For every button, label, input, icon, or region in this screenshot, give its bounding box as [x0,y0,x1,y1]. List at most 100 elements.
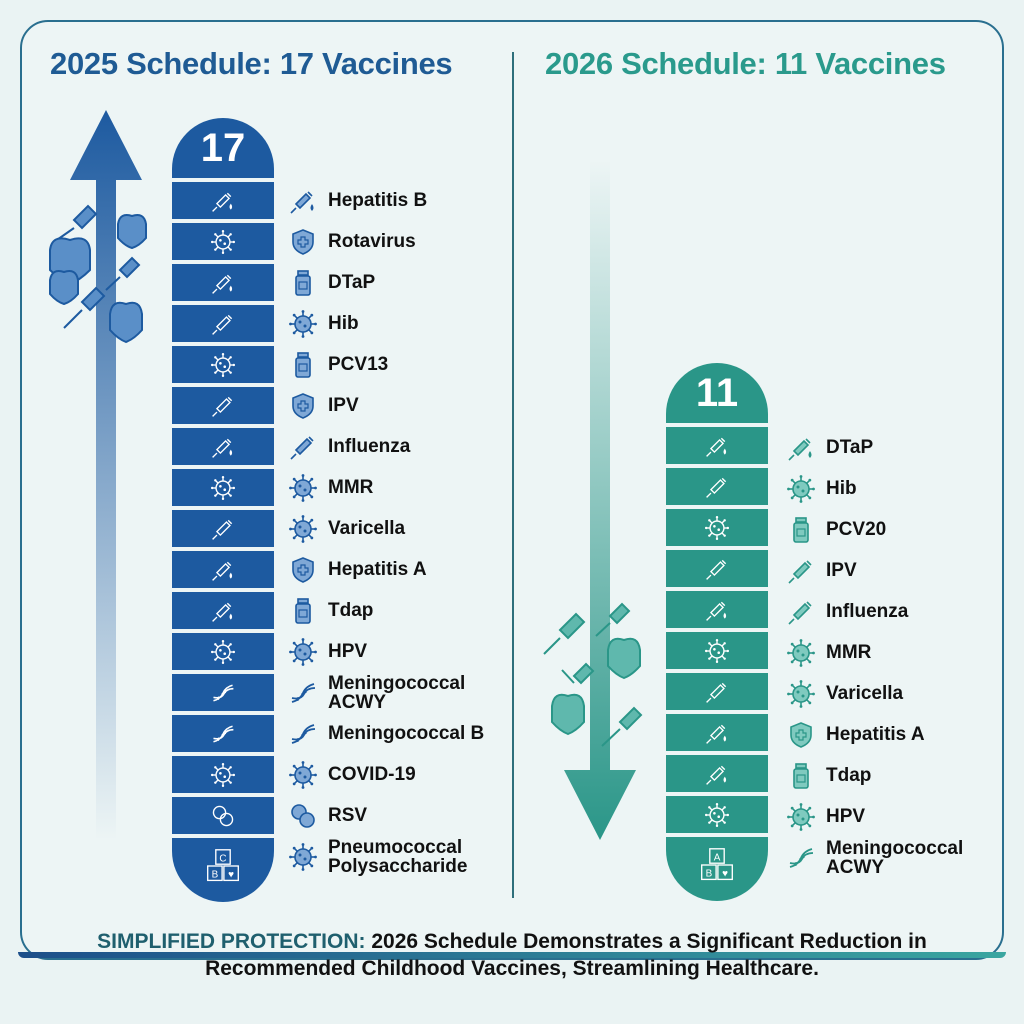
vaccine-list-item: IPV [786,550,1006,591]
vaccine-list-item: PCV13 [288,344,508,385]
pill-bottom: C B ♥ [172,838,274,902]
vaccine-list-item: Tdap [786,755,1006,796]
syringe-drop-icon [704,720,730,746]
syringe-drop-icon [210,434,236,460]
vaccine-name: Varicella [328,518,406,539]
virus-icon [288,473,318,503]
syringe-drop-icon [210,270,236,296]
vaccine-list-item: HPV [288,631,508,672]
vaccine-name: IPV [328,395,359,416]
vaccine-list-item: HPV [786,796,1006,837]
vaccine-list-item: Rotavirus [288,221,508,262]
vaccine-list-item: Hepatitis B [288,180,508,221]
syringe-icon [288,432,318,462]
shield-cross-icon [288,555,318,585]
pill-segment [172,223,274,260]
pill-segment [666,632,768,669]
vaccine-list-item: Hib [786,468,1006,509]
vaccine-name: Hepatitis A [328,559,427,580]
virus-icon [210,229,236,255]
vaccine-list-item: Influenza [288,426,508,467]
vaccine-name: PCV20 [826,519,887,540]
svg-text:♥: ♥ [228,870,234,881]
vaccine-name: DTaP [328,272,376,293]
cells-icon [210,803,236,829]
vaccine-name: Hepatitis B [328,190,428,211]
pill-segment [172,428,274,465]
syringe-shield-cluster-icon [49,204,147,344]
vaccine-list-item: DTaP [288,262,508,303]
column-divider [512,52,514,898]
syringe-icon [210,516,236,542]
vaccine-name: HPV [826,806,866,827]
vaccine-list-item: Hepatitis A [288,549,508,590]
pill-segment [172,633,274,670]
shield-cross-icon [288,227,318,257]
virus-icon [210,762,236,788]
vaccine-name: RSV [328,805,368,826]
pill-segment [172,387,274,424]
vaccine-list-item: Pneumococcal Polysaccharide [288,836,508,877]
pill-segment [666,591,768,628]
vaccine-count-pill-2025: 17 C B ♥ [172,118,274,902]
shield-cross-icon [288,391,318,421]
pill-bottom: A B ♥ [666,837,768,901]
vaccine-name: Meningococcal ACWY [328,672,466,713]
virus-icon [210,352,236,378]
vaccine-name: Rotavirus [328,231,416,252]
virus-icon [704,515,730,541]
syringe-drop-icon [210,557,236,583]
pill-segment [172,797,274,834]
frame-bottom-accent [18,952,1006,958]
pill-segment [666,468,768,505]
syringe-drop-icon [786,433,816,463]
dna-icon [288,678,318,708]
virus-icon [288,760,318,790]
vaccine-name: Meningococcal B [328,723,485,744]
pill-segment [666,673,768,710]
vaccine-list-item: Tdap [288,590,508,631]
svg-text:B: B [706,869,713,880]
pill-segment [666,509,768,546]
vaccine-list-item: Varicella [288,508,508,549]
pill-segment [666,550,768,587]
dna-icon [210,721,236,747]
syringe-drop-icon [288,186,318,216]
pill-segment [666,427,768,464]
pill-segment [172,674,274,711]
pill-segment [172,346,274,383]
pill-segment [172,715,274,752]
syringe-icon [786,556,816,586]
syringe-drop-icon [210,598,236,624]
virus-icon [288,637,318,667]
vaccine-name: Influenza [826,601,909,622]
pill-segment [172,510,274,547]
svg-text:C: C [219,854,226,865]
vaccine-list-item: Meningococcal ACWY [786,837,1006,878]
vaccine-name: Tdap [826,765,872,786]
virus-icon [786,474,816,504]
vaccine-name: Meningococcal ACWY [826,837,964,878]
vaccine-name: DTaP [826,437,874,458]
arrow-down-icon [564,160,636,840]
virus-icon [704,638,730,664]
baby-blocks-icon: A B ♥ [699,847,735,888]
virus-icon [704,802,730,828]
syringe-icon [704,556,730,582]
vaccine-name: Hepatitis A [826,724,925,745]
vial-icon [786,515,816,545]
vaccine-list-item: Hib [288,303,508,344]
svg-text:A: A [714,853,721,864]
svg-text:B: B [212,870,219,881]
syringe-shield-cluster-icon [543,602,643,747]
pill-segment [666,796,768,833]
vaccine-name: PCV13 [328,354,389,375]
vaccine-list-item: MMR [786,632,1006,673]
pill-segment [172,264,274,301]
title-2025: 2025 Schedule: 17 Vaccines [50,46,453,81]
vaccine-list-item: Influenza [786,591,1006,632]
virus-icon [210,639,236,665]
vaccine-name: IPV [826,560,857,581]
vaccine-name: Hib [826,478,857,499]
syringe-icon [704,474,730,500]
